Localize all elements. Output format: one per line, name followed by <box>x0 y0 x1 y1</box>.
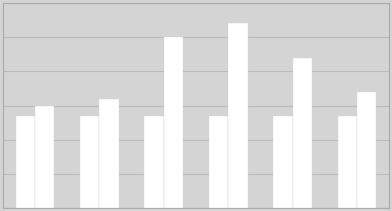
Bar <box>292 58 312 208</box>
Bar <box>228 23 247 208</box>
Bar <box>16 116 35 208</box>
Bar <box>80 116 100 208</box>
Bar <box>273 116 292 208</box>
Bar <box>209 116 228 208</box>
Bar <box>100 99 119 208</box>
Bar <box>35 106 54 208</box>
Bar <box>338 116 357 208</box>
Bar <box>145 116 164 208</box>
Bar <box>357 92 376 208</box>
Bar <box>164 37 183 208</box>
